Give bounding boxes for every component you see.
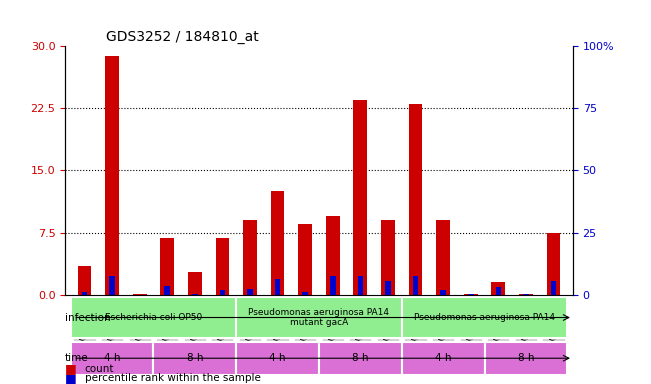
Text: 4 h: 4 h [435, 353, 451, 363]
Bar [133, 294, 146, 295]
Bar [551, 281, 557, 295]
Bar [413, 276, 419, 295]
Bar [188, 271, 202, 295]
Bar [160, 238, 174, 295]
Text: 8 h: 8 h [187, 353, 203, 363]
Text: infection: infection [64, 313, 110, 323]
Bar [441, 290, 446, 295]
Bar [519, 294, 533, 295]
Bar [353, 100, 367, 295]
Bar [271, 191, 284, 295]
Bar [330, 276, 335, 295]
FancyBboxPatch shape [236, 342, 319, 374]
Bar [381, 220, 395, 295]
Bar [77, 266, 91, 295]
Bar [105, 56, 119, 295]
Text: 4 h: 4 h [270, 353, 286, 363]
Bar [492, 283, 505, 295]
Text: 8 h: 8 h [518, 353, 534, 363]
Bar [215, 238, 229, 295]
Text: ■: ■ [65, 372, 77, 384]
Bar [409, 104, 422, 295]
Bar [468, 294, 473, 295]
FancyBboxPatch shape [154, 342, 236, 374]
Text: ■: ■ [65, 362, 77, 375]
Bar [275, 279, 281, 295]
Bar [298, 224, 312, 295]
Bar [109, 276, 115, 295]
Text: Escherichia coli OP50: Escherichia coli OP50 [105, 313, 202, 322]
FancyBboxPatch shape [402, 342, 484, 374]
FancyBboxPatch shape [70, 297, 236, 338]
Text: 8 h: 8 h [352, 353, 368, 363]
FancyBboxPatch shape [236, 297, 402, 338]
Bar [165, 286, 170, 295]
Bar [326, 216, 340, 295]
Bar [81, 292, 87, 295]
Bar [303, 292, 308, 295]
Bar [464, 294, 478, 295]
Bar [247, 289, 253, 295]
Text: Pseudomonas aeruginosa PA14: Pseudomonas aeruginosa PA14 [414, 313, 555, 322]
Text: Pseudomonas aeruginosa PA14
mutant gacA: Pseudomonas aeruginosa PA14 mutant gacA [249, 308, 389, 327]
Bar [219, 290, 225, 295]
Bar [243, 220, 257, 295]
Bar [357, 276, 363, 295]
FancyBboxPatch shape [70, 342, 154, 374]
Bar [385, 281, 391, 295]
Bar [192, 294, 197, 295]
Bar [495, 288, 501, 295]
FancyBboxPatch shape [484, 342, 568, 374]
Text: time: time [64, 353, 88, 363]
Bar [436, 220, 450, 295]
Bar [547, 233, 561, 295]
FancyBboxPatch shape [319, 342, 402, 374]
Bar [523, 294, 529, 295]
Text: count: count [85, 364, 114, 374]
FancyBboxPatch shape [402, 297, 568, 338]
Text: GDS3252 / 184810_at: GDS3252 / 184810_at [105, 30, 258, 44]
Text: percentile rank within the sample: percentile rank within the sample [85, 373, 260, 383]
Text: 4 h: 4 h [104, 353, 120, 363]
